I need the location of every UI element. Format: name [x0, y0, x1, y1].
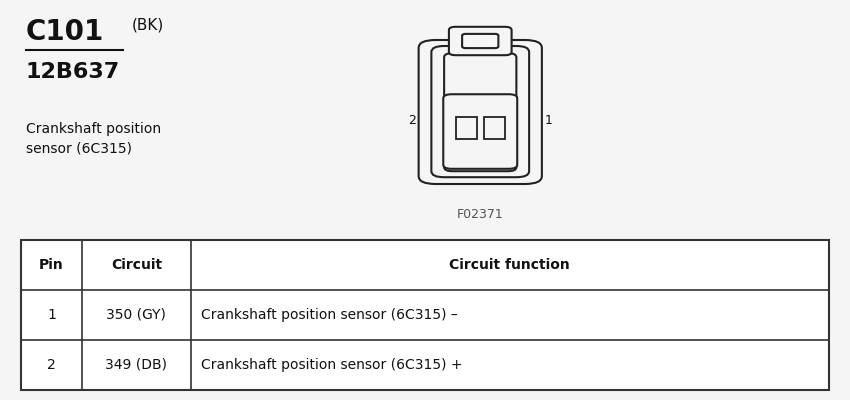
Text: Crankshaft position sensor (6C315) –: Crankshaft position sensor (6C315) –: [201, 308, 458, 322]
Text: Circuit: Circuit: [110, 258, 162, 272]
Text: Crankshaft position sensor (6C315) +: Crankshaft position sensor (6C315) +: [201, 358, 462, 372]
Bar: [21, 240, 829, 390]
Text: 1: 1: [545, 114, 552, 126]
FancyBboxPatch shape: [462, 34, 498, 48]
Text: C101: C101: [26, 18, 104, 46]
Text: 1: 1: [47, 308, 56, 322]
Bar: [21, 240, 829, 390]
Text: Crankshaft position: Crankshaft position: [26, 122, 161, 136]
Text: F02371: F02371: [456, 208, 503, 221]
Text: Circuit function: Circuit function: [450, 258, 570, 272]
FancyBboxPatch shape: [444, 53, 516, 171]
Text: sensor (6C315): sensor (6C315): [26, 142, 132, 156]
Text: 2: 2: [47, 358, 56, 372]
FancyBboxPatch shape: [449, 27, 512, 55]
FancyBboxPatch shape: [418, 40, 542, 184]
FancyBboxPatch shape: [444, 94, 517, 169]
Text: 12B637: 12B637: [26, 62, 120, 82]
Bar: [456, 116, 477, 138]
FancyBboxPatch shape: [431, 46, 529, 177]
Text: Pin: Pin: [39, 258, 64, 272]
Text: 350 (GY): 350 (GY): [106, 308, 167, 322]
Text: 2: 2: [408, 114, 416, 126]
Bar: [484, 116, 505, 138]
Text: 349 (DB): 349 (DB): [105, 358, 167, 372]
Text: (BK): (BK): [132, 18, 164, 33]
